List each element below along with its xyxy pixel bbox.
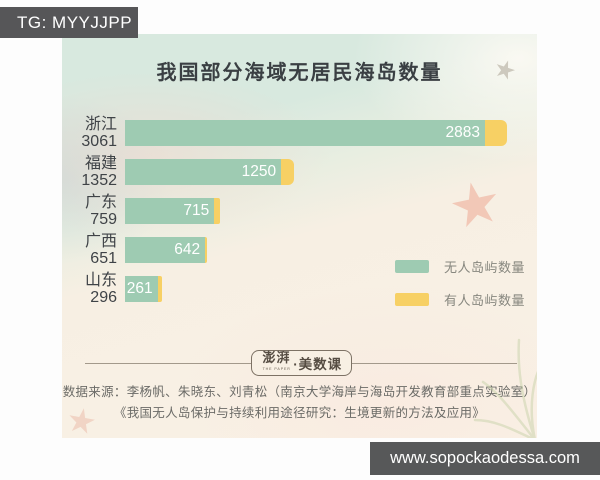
bar-row: 山东 296 261	[62, 272, 537, 306]
legend-swatch	[395, 293, 429, 306]
inhabited-bar-segment	[485, 120, 508, 146]
bar-group: 642	[125, 237, 207, 263]
bar-row: 浙江 3061 2883	[62, 116, 537, 150]
data-source-line1: 数据来源：李杨帆、朱晓东、刘青松（南京大学海岸与海岛开发教育部重点实验室）	[62, 385, 537, 399]
chart-legend: 无人岛屿数量 有人岛屿数量	[395, 257, 525, 323]
bar-group: 261	[125, 276, 162, 302]
bar-row: 福建 1352 1250	[62, 155, 537, 189]
bar-group: 1250	[125, 159, 294, 185]
inhabited-bar-segment	[214, 198, 220, 224]
category-label: 广东 759	[84, 194, 117, 228]
bar-row: 广西 651 642	[62, 233, 537, 267]
logo-brand-subtext: THE PAPER	[262, 366, 291, 371]
category-label: 浙江 3061	[81, 116, 117, 150]
uninhabited-bar-segment: 261	[125, 276, 158, 302]
inhabited-bar-segment	[157, 276, 162, 302]
uninhabited-bar-segment: 642	[125, 237, 206, 263]
bar-row: 广东 759 715	[62, 194, 537, 228]
site-watermark-badge: www.sopockaodessa.com	[370, 442, 600, 475]
data-source-line2: 《我国无人岛保护与持续利用途径研究：生境更新的方法及应用》	[113, 406, 486, 420]
palm-leaf-icon	[473, 338, 537, 438]
legend-label: 有人岛屿数量	[444, 293, 526, 308]
category-label: 山东 296	[84, 272, 117, 306]
bar-chart: 浙江 3061 2883 福建 1352 1250 广东 759 715 广西 651 642 山东 29…	[62, 116, 537, 315]
tg-watermark-badge: TG: MYYJJPP	[0, 7, 138, 38]
bar-group: 2883	[125, 120, 508, 146]
bar-group: 715	[125, 198, 220, 224]
logo-suffix-text: ·美数课	[293, 357, 343, 372]
publisher-logo: 澎湃 THE PAPER ·美数课	[251, 350, 352, 376]
inhabited-bar-segment	[281, 159, 294, 185]
logo-brand-wrap: 澎湃 THE PAPER	[261, 350, 292, 374]
category-label: 福建 1352	[81, 155, 117, 189]
inhabited-bar-segment	[205, 237, 207, 263]
uninhabited-bar-segment: 2883	[125, 120, 485, 146]
logo-brand-text: 澎湃	[262, 350, 291, 365]
uninhabited-bar-segment: 1250	[125, 159, 282, 185]
legend-swatch	[395, 260, 429, 273]
chart-title: 我国部分海域无居民海岛数量	[156, 62, 443, 84]
legend-item: 无人岛屿数量	[395, 257, 525, 276]
legend-item: 有人岛屿数量	[395, 290, 525, 309]
uninhabited-bar-segment: 715	[125, 198, 215, 224]
legend-label: 无人岛屿数量	[444, 260, 526, 275]
category-label: 广西 651	[84, 233, 117, 267]
infographic-card: 我国部分海域无居民海岛数量 浙江 3061 2883 福建 1352 1250 广东 759 7…	[62, 34, 537, 438]
